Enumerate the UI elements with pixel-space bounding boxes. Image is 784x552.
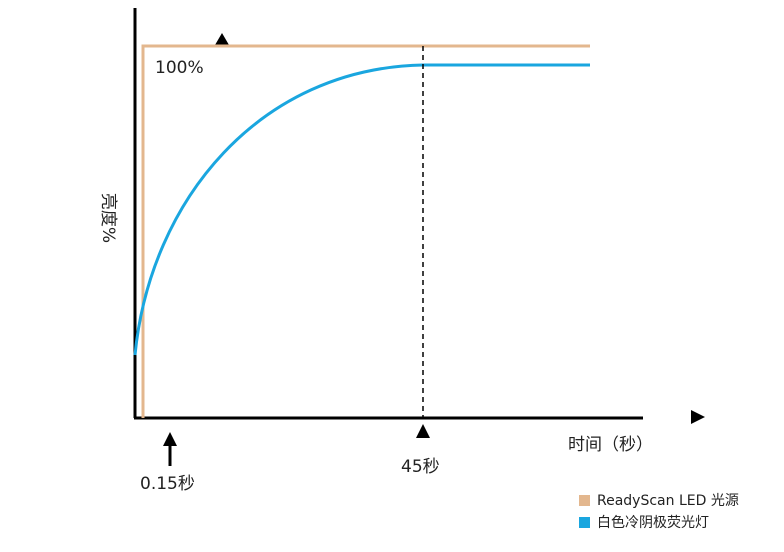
label-015: 0.15秒 <box>140 474 195 494</box>
legend-label: 白色冷阴极荧光灯 <box>597 514 709 531</box>
arrow-45 <box>416 424 430 438</box>
led-line <box>141 44 590 418</box>
legend-swatch <box>579 495 590 506</box>
legend-label: ReadyScan LED 光源 <box>597 493 739 509</box>
top-arrow <box>215 33 229 45</box>
legend-swatch <box>579 517 590 528</box>
ccfl-curve <box>133 63 590 356</box>
x-arrow <box>691 410 705 424</box>
x-label: 时间（秒） <box>568 435 653 455</box>
arrow-015 <box>163 432 177 446</box>
y-label: 亮度% <box>98 193 118 243</box>
label-100: 100% <box>155 58 204 78</box>
label-45: 45秒 <box>401 457 440 477</box>
